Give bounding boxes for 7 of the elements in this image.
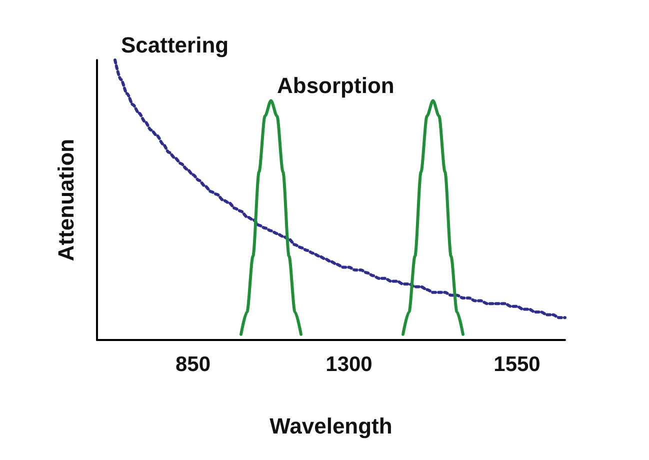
y-axis-title: Attenuation — [54, 138, 78, 262]
x-axis-title: Wavelength — [270, 414, 392, 438]
series-label: Absorption — [277, 73, 394, 98]
x-tick-label: 1550 — [494, 353, 540, 376]
series-label: Scattering — [121, 32, 229, 58]
x-tick-label: 1300 — [326, 353, 372, 376]
x-tick-label: 850 — [175, 353, 211, 376]
